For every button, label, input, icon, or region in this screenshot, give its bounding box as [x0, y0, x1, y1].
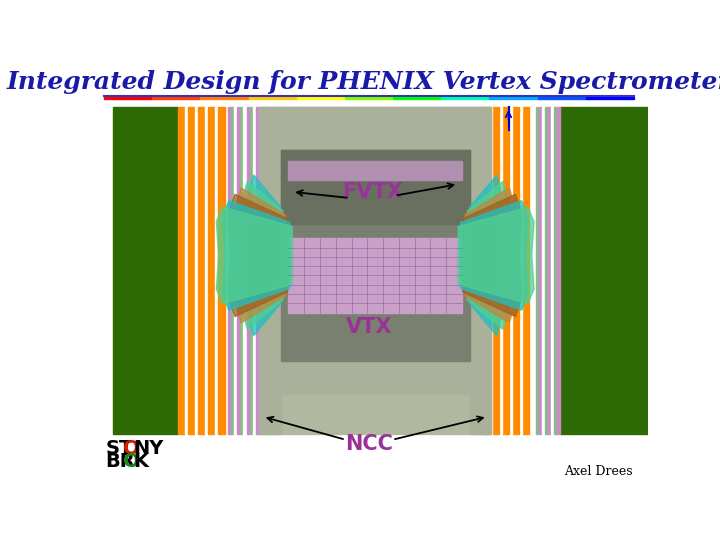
Bar: [188, 107, 194, 434]
Bar: [557, 107, 560, 434]
Bar: [194, 107, 198, 434]
Bar: [482, 107, 489, 434]
Polygon shape: [461, 201, 528, 310]
Polygon shape: [463, 194, 522, 316]
Polygon shape: [465, 188, 516, 323]
Bar: [545, 107, 548, 434]
Text: K: K: [133, 452, 148, 471]
Bar: [533, 107, 535, 434]
Text: NY: NY: [133, 439, 163, 458]
Text: BR: BR: [106, 452, 135, 471]
Bar: [259, 361, 492, 394]
Bar: [297, 97, 345, 99]
Polygon shape: [458, 207, 534, 303]
Polygon shape: [469, 175, 503, 336]
Bar: [113, 107, 178, 434]
Bar: [253, 107, 256, 434]
Polygon shape: [222, 201, 290, 310]
Text: Axel Drees: Axel Drees: [564, 465, 632, 478]
Bar: [513, 107, 519, 434]
Text: NCC: NCC: [345, 434, 393, 454]
Bar: [560, 107, 648, 434]
Bar: [246, 107, 249, 434]
Text: ST: ST: [106, 439, 133, 458]
Bar: [538, 97, 586, 99]
Bar: [519, 107, 523, 434]
Bar: [228, 107, 230, 434]
Bar: [198, 107, 204, 434]
Bar: [231, 107, 234, 434]
Bar: [281, 150, 469, 224]
Bar: [539, 107, 541, 434]
Bar: [259, 394, 281, 434]
Bar: [259, 107, 492, 150]
Bar: [554, 107, 557, 434]
Polygon shape: [229, 194, 287, 316]
Bar: [152, 97, 200, 99]
Bar: [248, 97, 297, 99]
Bar: [250, 107, 253, 434]
Bar: [441, 97, 490, 99]
Bar: [529, 107, 533, 434]
Bar: [184, 107, 188, 434]
Bar: [234, 107, 237, 434]
Bar: [208, 107, 215, 434]
Bar: [469, 150, 492, 361]
Bar: [238, 107, 240, 434]
Polygon shape: [216, 207, 292, 303]
Bar: [551, 107, 554, 434]
Polygon shape: [235, 188, 285, 323]
Bar: [490, 97, 538, 99]
Bar: [289, 161, 462, 180]
Bar: [204, 107, 208, 434]
Text: Integrated Design for PHENIX Vertex Spectrometer: Integrated Design for PHENIX Vertex Spec…: [6, 70, 720, 94]
Bar: [90, 107, 648, 434]
Bar: [281, 150, 469, 361]
Bar: [393, 97, 441, 99]
Polygon shape: [248, 175, 281, 336]
Bar: [548, 107, 551, 434]
Bar: [542, 107, 544, 434]
Bar: [536, 107, 539, 434]
Bar: [345, 97, 393, 99]
Bar: [586, 97, 634, 99]
Bar: [178, 107, 184, 434]
Bar: [240, 107, 243, 434]
Bar: [104, 97, 152, 99]
Bar: [215, 107, 218, 434]
Polygon shape: [241, 181, 283, 329]
Bar: [492, 107, 499, 434]
Bar: [259, 107, 492, 434]
Bar: [469, 394, 492, 434]
Bar: [218, 107, 225, 434]
Bar: [499, 107, 503, 434]
Bar: [503, 107, 509, 434]
Bar: [259, 150, 281, 361]
Bar: [529, 107, 532, 434]
Bar: [200, 97, 248, 99]
Bar: [243, 107, 246, 434]
Bar: [489, 107, 492, 434]
Text: VTX: VTX: [346, 316, 392, 336]
Bar: [509, 107, 513, 434]
Polygon shape: [467, 181, 509, 329]
Text: O: O: [123, 439, 140, 458]
Bar: [289, 239, 462, 313]
Text: O: O: [123, 452, 140, 471]
Text: FVTX: FVTX: [343, 182, 403, 202]
Bar: [256, 107, 258, 434]
Bar: [523, 107, 529, 434]
